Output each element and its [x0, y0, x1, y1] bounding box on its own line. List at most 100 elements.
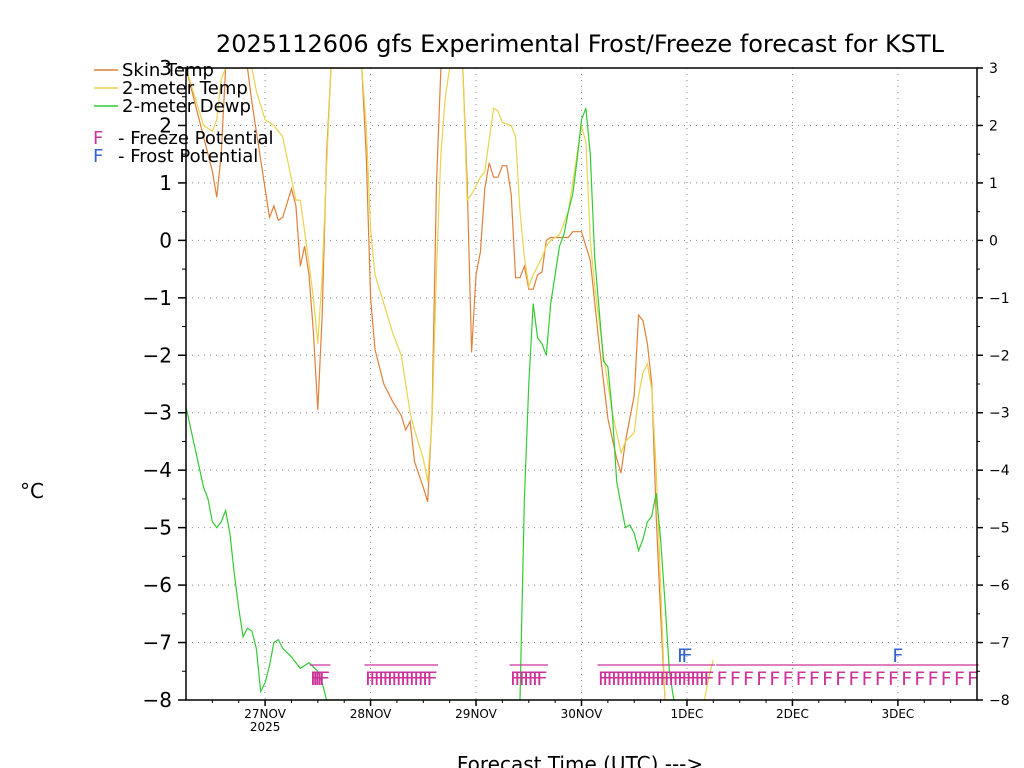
freeze-flag: F — [319, 668, 330, 690]
y-tick-label-right: −6 — [989, 578, 1010, 594]
y-tick-label-right: −3 — [989, 406, 1010, 422]
y-tick-label: −5 — [143, 516, 172, 540]
y-tick-label: −7 — [143, 631, 172, 655]
freeze-flag: F — [629, 668, 640, 690]
freeze-flag: F — [515, 668, 526, 690]
frost-flag: F — [681, 645, 692, 667]
freeze-flag: F — [607, 668, 618, 690]
freeze-flag: F — [690, 668, 701, 690]
frost-flag: F — [892, 645, 903, 667]
x-tick-label: 29NOV — [455, 707, 497, 721]
legend-label: 2-meter Temp — [122, 78, 248, 99]
freeze-flag: F — [967, 668, 978, 690]
freeze-flag: F — [374, 668, 385, 690]
x-tick-label: 30NOV — [561, 707, 603, 721]
freeze-flag: F — [730, 668, 741, 690]
freeze-flag: F — [888, 668, 899, 690]
y-tick-label: 1 — [159, 171, 172, 195]
freeze-flag: F — [928, 668, 939, 690]
y-tick-label-right: 2 — [989, 118, 998, 134]
y-axis-right: −8 −7 −6 −5 −4 −3 −2 −1 0 1 2 3 — [977, 61, 1010, 709]
frost-flag: F — [677, 645, 688, 667]
freeze-flag: F — [954, 668, 965, 690]
freeze-flag: F — [387, 668, 398, 690]
y-tick-label: −2 — [143, 343, 172, 367]
freeze-flag: F — [427, 668, 438, 690]
freeze-flag: F — [409, 668, 420, 690]
freeze-flag: F — [743, 668, 754, 690]
y-tick-label: 0 — [159, 228, 172, 252]
freeze-flag: F — [611, 668, 622, 690]
y-tick-label: −3 — [143, 401, 172, 425]
freeze-flag: F — [646, 668, 657, 690]
y-tick-label-right: −5 — [989, 521, 1010, 537]
chart-title: 2025112606 gfs Experimental Frost/Freeze… — [216, 30, 945, 58]
y-tick-label: −6 — [143, 573, 172, 597]
freeze-flag: F — [703, 668, 714, 690]
freeze-flag: F — [528, 668, 539, 690]
freeze-flag: F — [413, 668, 424, 690]
freeze-flag: F — [598, 668, 609, 690]
freeze-flag: F — [783, 668, 794, 690]
freeze-flag: F — [809, 668, 820, 690]
legend-flag-swatch: F — [93, 146, 103, 167]
freeze-flag: F — [536, 668, 547, 690]
freeze-flag: F — [616, 668, 627, 690]
freeze-flag: F — [418, 668, 429, 690]
x-tick-label: 28NOV — [350, 707, 392, 721]
y-tick-label: −8 — [143, 688, 172, 712]
y-tick-label: −1 — [143, 286, 172, 310]
x-axis-label: Forecast Time (UTC) ---> — [457, 752, 703, 768]
freeze-flag: F — [642, 668, 653, 690]
freeze-flag: F — [422, 668, 433, 690]
y-tick-label-right: −4 — [989, 463, 1010, 479]
x-tick-label: 1DEC — [671, 707, 704, 721]
freeze-flag: F — [796, 668, 807, 690]
freeze-flag: F — [862, 668, 873, 690]
series-line-2-meter-temp — [186, 68, 714, 700]
freeze-flag: F — [365, 668, 376, 690]
freeze-flag: F — [717, 668, 728, 690]
freeze-flag: F — [620, 668, 631, 690]
y-tick-label-right: 1 — [989, 176, 998, 192]
series-lines — [186, 68, 714, 700]
freeze-flag: F — [310, 668, 321, 690]
freeze-flag: F — [673, 668, 684, 690]
y-tick-label-right: 3 — [989, 61, 998, 77]
x-tick-label: 3DEC — [881, 707, 914, 721]
freeze-flag: F — [822, 668, 833, 690]
freeze-flag: F — [400, 668, 411, 690]
freeze-flag: F — [848, 668, 859, 690]
legend-label: Skin Temp — [122, 60, 214, 81]
freeze-flag: F — [695, 668, 706, 690]
freeze-flag: F — [315, 668, 326, 690]
freeze-flag: F — [655, 668, 666, 690]
legend-flag-swatch: F — [93, 128, 103, 149]
freeze-flag: F — [875, 668, 886, 690]
y-tick-label: 2 — [159, 113, 172, 137]
x-tick-label: 27NOV — [244, 707, 286, 721]
freeze-flag: F — [681, 668, 692, 690]
freeze-flag: F — [901, 668, 912, 690]
plot-frame — [185, 67, 978, 701]
freeze-flag: F — [391, 668, 402, 690]
y-axis-left: −8 −7 −6 −5 −4 −3 −2 −1 0 1 2 3 — [143, 56, 186, 712]
freeze-flag: F — [686, 668, 697, 690]
freeze-flag: F — [602, 668, 613, 690]
freeze-flag: F — [677, 668, 688, 690]
freeze-flag: F — [664, 668, 675, 690]
freeze-flag: F — [369, 668, 380, 690]
freeze-flag: F — [756, 668, 767, 690]
freeze-flag: F — [660, 668, 671, 690]
y-tick-label-right: −2 — [989, 348, 1010, 364]
freeze-flag: F — [405, 668, 416, 690]
y-tick-label-right: −1 — [989, 291, 1010, 307]
y-tick-label-right: −7 — [989, 636, 1010, 652]
legend-label: - Freeze Potential — [118, 128, 274, 149]
freeze-flag: F — [633, 668, 644, 690]
freeze-flag: F — [396, 668, 407, 690]
y-tick-label-right: −8 — [989, 693, 1010, 709]
